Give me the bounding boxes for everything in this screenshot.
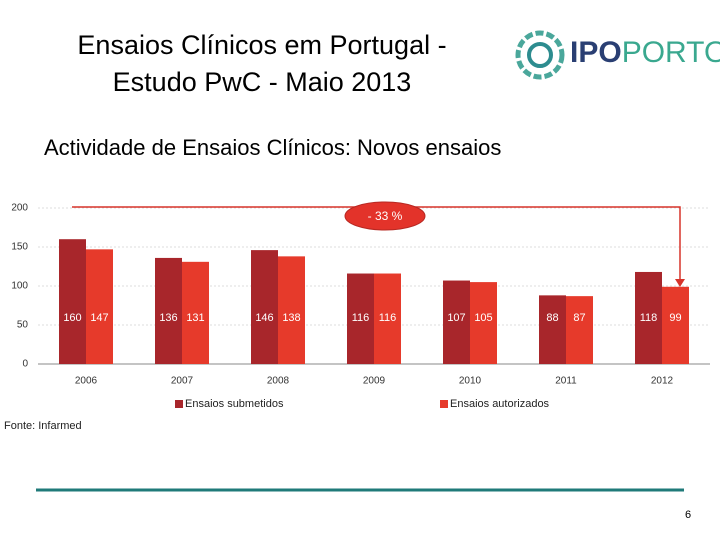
data-label: 87 — [573, 312, 585, 324]
annotation-text: - 33 % — [368, 209, 403, 223]
x-tick-label: 2009 — [363, 376, 386, 387]
bar — [278, 256, 305, 364]
bar — [374, 273, 401, 364]
logo: IPOPORTO — [515, 30, 720, 80]
slide-title-line: Ensaios Clínicos em Portugal - — [77, 30, 446, 60]
x-tick-label: 2010 — [459, 376, 482, 387]
y-tick-label: 150 — [11, 242, 28, 253]
bar — [347, 273, 374, 364]
x-tick-label: 2006 — [75, 376, 98, 387]
data-label: 147 — [90, 312, 108, 324]
logo-icon — [515, 30, 565, 80]
x-tick-label: 2012 — [651, 376, 674, 387]
bar — [251, 250, 278, 364]
bar — [59, 239, 86, 364]
data-label: 131 — [186, 312, 204, 324]
data-label: 160 — [63, 312, 81, 324]
data-label: 99 — [669, 312, 681, 324]
chart: 0 50 100 150 200 2006 160 147 2007 136 131 2008 146 1… — [11, 203, 710, 410]
bar — [566, 296, 593, 364]
bar — [539, 295, 566, 364]
bar — [662, 286, 689, 364]
legend-label: Ensaios autorizados — [450, 398, 550, 410]
data-label: 88 — [546, 312, 558, 324]
y-tick-label: 50 — [17, 320, 29, 331]
source: Fonte: Infarmed — [4, 420, 82, 432]
data-label: 105 — [474, 312, 492, 324]
y-tick-label: 0 — [22, 359, 28, 370]
x-tick-label: 2008 — [267, 376, 290, 387]
data-label: 136 — [159, 312, 177, 324]
data-label: 107 — [447, 312, 465, 324]
annotation-badge — [344, 201, 426, 231]
data-label: 116 — [352, 312, 370, 324]
slide-title-line: Estudo PwC - Maio 2013 — [113, 67, 412, 97]
bar — [155, 257, 182, 364]
x-tick-label: 2007 — [171, 376, 194, 387]
bar — [86, 249, 113, 364]
page-number: 6 — [685, 509, 691, 521]
annotation-line — [72, 206, 681, 283]
y-tick-label: 100 — [11, 281, 28, 292]
data-label: 116 — [379, 312, 397, 324]
annotation: - 33 % — [72, 201, 685, 287]
logo-icon — [527, 42, 553, 68]
bar — [182, 261, 209, 364]
bar — [635, 271, 662, 364]
legend-swatch — [440, 400, 448, 408]
logo-text: IPOPORTO — [570, 36, 720, 69]
data-label: 138 — [282, 312, 300, 324]
annotation-arrow — [675, 279, 685, 287]
data-label: 146 — [255, 312, 273, 324]
x-tick-label: 2011 — [555, 376, 577, 387]
bar — [470, 282, 497, 364]
data-label: 118 — [640, 312, 658, 324]
legend-swatch — [175, 400, 183, 408]
chart-title: Actividade de Ensaios Clínicos: Novos en… — [44, 135, 501, 160]
legend-label: Ensaios submetidos — [185, 398, 284, 410]
bar — [443, 280, 470, 364]
y-tick-label: 200 — [11, 203, 28, 214]
